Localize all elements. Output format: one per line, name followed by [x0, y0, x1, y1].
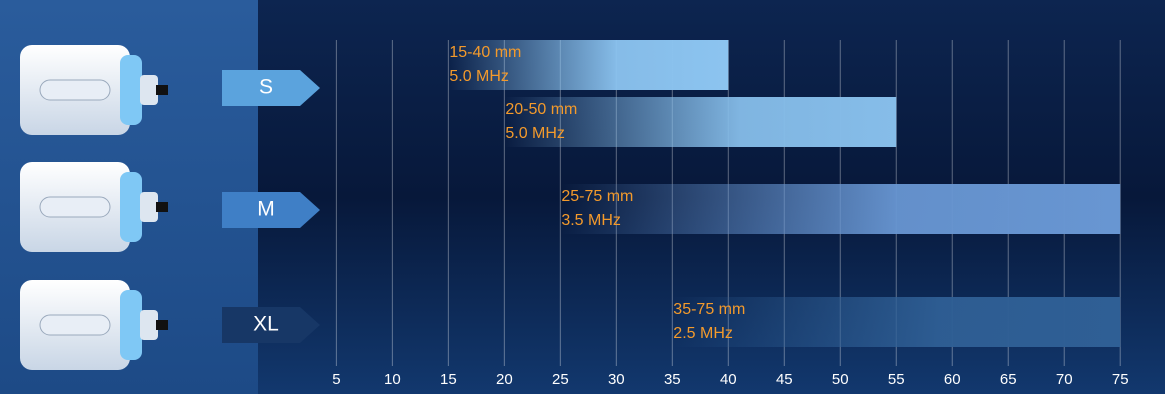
- range-bar: [560, 184, 1121, 234]
- bar-label: 35-75 mm: [673, 301, 745, 318]
- probe-tag: [222, 307, 320, 343]
- bar-label: 5.0 MHz: [505, 125, 565, 142]
- range-bar: [672, 297, 1121, 347]
- x-tick-label: 60: [944, 371, 961, 388]
- bar-label: 15-40 mm: [449, 44, 521, 61]
- x-tick-label: 50: [832, 371, 849, 388]
- probe-tag: [222, 70, 320, 106]
- range-bar: [448, 40, 729, 90]
- x-tick-label: 20: [496, 371, 513, 388]
- bar-label: 25-75 mm: [561, 188, 633, 205]
- probe-tag-label: M: [257, 198, 275, 221]
- x-tick-label: 35: [664, 371, 681, 388]
- probe-tag-label: XL: [253, 313, 279, 336]
- probe-images: [20, 45, 168, 370]
- x-tick-label: 45: [776, 371, 793, 388]
- x-tick-label: 75: [1112, 371, 1129, 388]
- range-bar: [504, 97, 897, 147]
- x-tick-label: 25: [552, 371, 569, 388]
- probe-tag-label: S: [259, 76, 273, 99]
- x-tick-label: 55: [888, 371, 905, 388]
- x-tick-label: 5: [332, 371, 340, 388]
- bar-label: 3.5 MHz: [561, 212, 621, 229]
- x-tick-label: 30: [608, 371, 625, 388]
- x-tick-label: 15: [440, 371, 457, 388]
- x-tick-label: 10: [384, 371, 401, 388]
- x-tick-label: 40: [720, 371, 737, 388]
- bar-label: 20-50 mm: [505, 101, 577, 118]
- probe-tag: [222, 192, 320, 228]
- x-tick-label: 70: [1056, 371, 1073, 388]
- bar-label: 2.5 MHz: [673, 325, 733, 342]
- bar-label: 5.0 MHz: [449, 68, 509, 85]
- x-tick-label: 65: [1000, 371, 1017, 388]
